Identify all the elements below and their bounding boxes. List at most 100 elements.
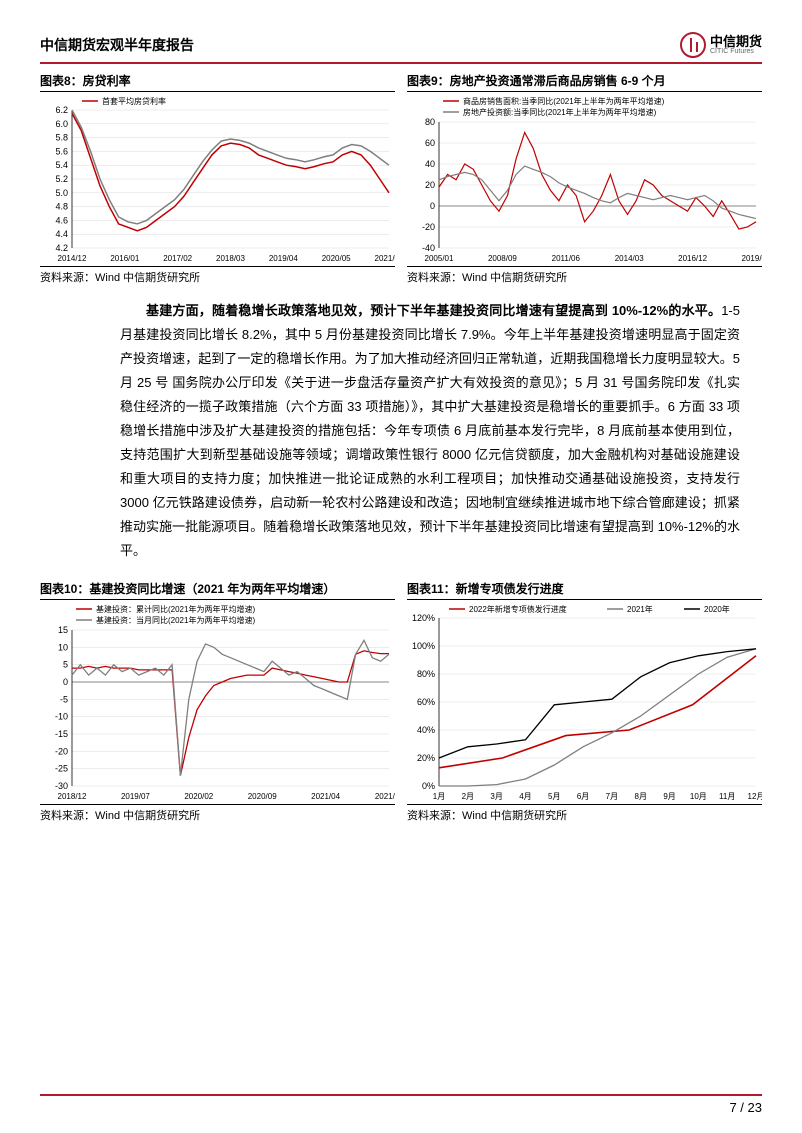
svg-text:2021/04: 2021/04 [311,792,340,801]
svg-text:-40: -40 [422,243,435,253]
svg-text:商品房销售面积:当季同比(2021年上半年为两年平均增速): 商品房销售面积:当季同比(2021年上半年为两年平均增速) [463,96,665,106]
page-footer: 7 / 23 [40,1094,762,1115]
svg-text:2021/06: 2021/06 [375,254,395,263]
svg-text:80%: 80% [417,669,435,679]
svg-text:2022年新增专项债发行进度: 2022年新增专项债发行进度 [469,604,567,614]
svg-text:5月: 5月 [548,792,560,801]
svg-text:2019/07: 2019/07 [121,792,150,801]
chart9-svg: -40-200204060802005/012008/092011/062014… [407,94,762,264]
charts-row-1: 图表8：房贷利率 4.24.44.64.85.05.25.45.65.86.06… [40,70,762,285]
svg-text:80: 80 [425,117,435,127]
svg-text:-15: -15 [55,729,68,739]
svg-text:2020/05: 2020/05 [322,254,351,263]
report-title: 中信期货宏观半年度报告 [40,35,194,55]
svg-text:5.0: 5.0 [55,188,68,198]
svg-text:4.2: 4.2 [55,243,68,253]
svg-text:-25: -25 [55,763,68,773]
page-number: 7 [729,1100,736,1115]
brand-logo: 中信期货 CITIC Futures [680,32,762,58]
svg-text:2018/03: 2018/03 [216,254,245,263]
body-paragraph: 基建方面，随着稳增长政策落地见效，预计下半年基建投资同比增速有望提高到 10%-… [120,299,740,564]
svg-text:2011/06: 2011/06 [552,254,581,263]
svg-text:15: 15 [58,625,68,635]
svg-text:20%: 20% [417,753,435,763]
svg-text:10: 10 [58,642,68,652]
svg-text:6月: 6月 [577,792,589,801]
svg-text:4月: 4月 [519,792,531,801]
chart8-source: 资料来源：Wind 中信期货研究所 [40,266,395,285]
svg-text:0: 0 [430,201,435,211]
logo-en: CITIC Futures [710,48,762,55]
svg-text:2018/12: 2018/12 [58,792,87,801]
svg-text:4.8: 4.8 [55,202,68,212]
svg-text:2020/09: 2020/09 [248,792,277,801]
svg-text:5.4: 5.4 [55,160,68,170]
svg-text:基建投资：当月同比(2021年为两年平均增速): 基建投资：当月同比(2021年为两年平均增速) [96,615,255,625]
chart11-svg: 0% 20% 40% 60% 80% 100% 120% 1月 2月 3月 4月 5月 6月 7月 8月 9月… [407,602,762,802]
svg-text:5: 5 [63,659,68,669]
body-lead-bold: 基建方面，随着稳增长政策落地见效，预计下半年基建投资同比增速有望提高到 10%-… [146,303,721,318]
svg-text:2020年: 2020年 [704,604,730,614]
chart10-box: 图表10：基建投资同比增速（2021 年为两年平均增速） -30 -25 -20 -1… [40,578,395,823]
svg-text:12月: 12月 [748,792,762,801]
svg-text:-5: -5 [60,694,68,704]
chart11-source: 资料来源：Wind 中信期货研究所 [407,804,762,823]
chart8-title: 图表8：房贷利率 [40,70,395,92]
svg-text:120%: 120% [412,613,435,623]
svg-text:6.2: 6.2 [55,105,68,115]
svg-text:60: 60 [425,138,435,148]
svg-text:2019/09: 2019/09 [742,254,762,263]
svg-text:100%: 100% [412,641,435,651]
page-total: 23 [748,1100,762,1115]
svg-text:1月: 1月 [433,792,445,801]
chart10-svg: -30 -25 -20 -15 -10 -5 0 5 10 15 2018/12 2019/07 202… [40,602,395,802]
chart10-title: 图表10：基建投资同比增速（2021 年为两年平均增速） [40,578,395,600]
svg-text:2020/02: 2020/02 [184,792,213,801]
svg-text:6.0: 6.0 [55,119,68,129]
svg-text:8月: 8月 [635,792,647,801]
svg-text:2016/12: 2016/12 [678,254,707,263]
svg-text:40%: 40% [417,725,435,735]
svg-text:2008/09: 2008/09 [488,254,517,263]
svg-text:2019/04: 2019/04 [269,254,298,263]
chart9-source: 资料来源：Wind 中信期货研究所 [407,266,762,285]
svg-text:40: 40 [425,159,435,169]
chart10-source: 资料来源：Wind 中信期货研究所 [40,804,395,823]
svg-text:2017/02: 2017/02 [163,254,192,263]
svg-text:5.8: 5.8 [55,133,68,143]
svg-text:2月: 2月 [462,792,474,801]
svg-text:4.6: 4.6 [55,215,68,225]
chart9-box: 图表9：房地产投资通常滞后商品房销售 6-9 个月 -40-2002040608… [407,70,762,285]
svg-text:基建投资：累计同比(2021年为两年平均增速): 基建投资：累计同比(2021年为两年平均增速) [96,604,255,614]
charts-row-2: 图表10：基建投资同比增速（2021 年为两年平均增速） -30 -25 -20 -1… [40,578,762,823]
body-lead-rest: 1-5 月基建投资同比增长 8.2%，其中 5 月份基建投资同比增长 7.9%。… [120,303,740,558]
svg-text:-20: -20 [55,746,68,756]
svg-text:-10: -10 [55,711,68,721]
logo-icon [680,32,706,58]
svg-text:-20: -20 [422,222,435,232]
svg-text:7月: 7月 [606,792,618,801]
svg-text:2016/01: 2016/01 [110,254,139,263]
svg-text:2021/11: 2021/11 [375,792,395,801]
svg-text:2014/03: 2014/03 [615,254,644,263]
svg-text:9月: 9月 [663,792,675,801]
svg-text:3月: 3月 [490,792,502,801]
svg-text:60%: 60% [417,697,435,707]
svg-text:11月: 11月 [719,792,735,801]
chart9-title: 图表9：房地产投资通常滞后商品房销售 6-9 个月 [407,70,762,92]
chart8-svg: 4.24.44.64.85.05.25.45.65.86.06.22014/12… [40,94,395,264]
chart11-box: 图表11：新增专项债发行进度 0% 20% 40% 60% 80% 100% 120% 1月 2… [407,578,762,823]
svg-text:5.6: 5.6 [55,146,68,156]
svg-text:2021年: 2021年 [627,604,653,614]
chart11-title: 图表11：新增专项债发行进度 [407,578,762,600]
page-header: 中信期货宏观半年度报告 中信期货 CITIC Futures [40,32,762,64]
logo-cn: 中信期货 [710,35,762,48]
svg-text:首套平均房贷利率: 首套平均房贷利率 [102,96,166,106]
svg-text:房地产投资额:当季同比(2021年上半年为两年平均增速): 房地产投资额:当季同比(2021年上半年为两年平均增速) [463,107,657,117]
svg-text:-30: -30 [55,781,68,791]
svg-text:2014/12: 2014/12 [58,254,87,263]
svg-text:2005/01: 2005/01 [425,254,454,263]
svg-text:5.2: 5.2 [55,174,68,184]
svg-text:0: 0 [63,677,68,687]
svg-text:0%: 0% [422,781,435,791]
